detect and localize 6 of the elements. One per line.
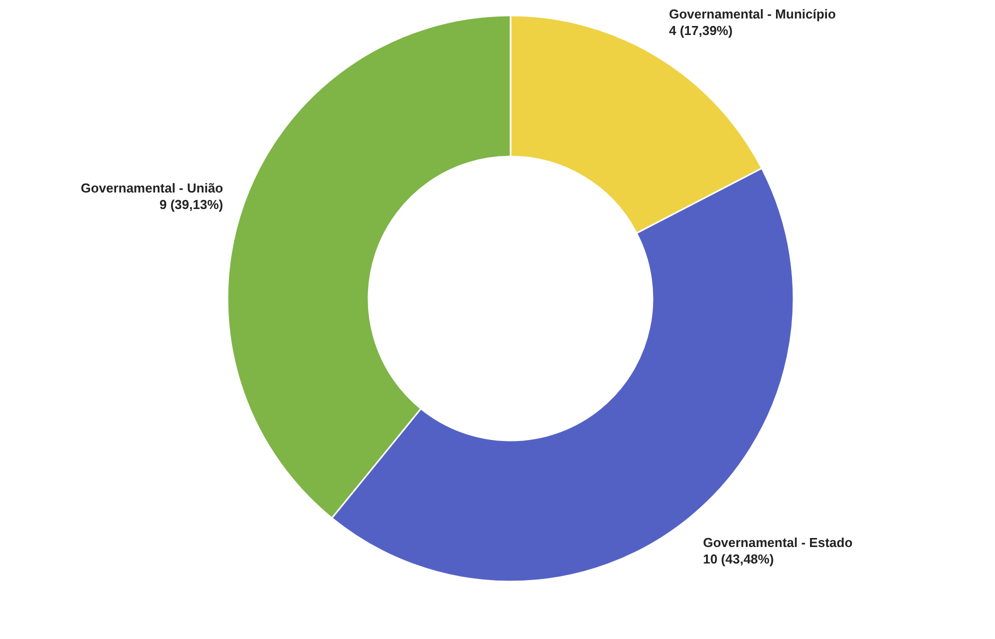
data-label: 4 (17,39%)	[668, 22, 733, 38]
slice-label: Governamental - Estado	[702, 535, 853, 550]
slice-label: Governamental - Município	[668, 6, 836, 22]
slice-label: Governamental - União	[80, 180, 224, 196]
data-label: 9 (39,13%)	[160, 197, 224, 212]
data-label: 10 (43,48%)	[702, 552, 774, 567]
